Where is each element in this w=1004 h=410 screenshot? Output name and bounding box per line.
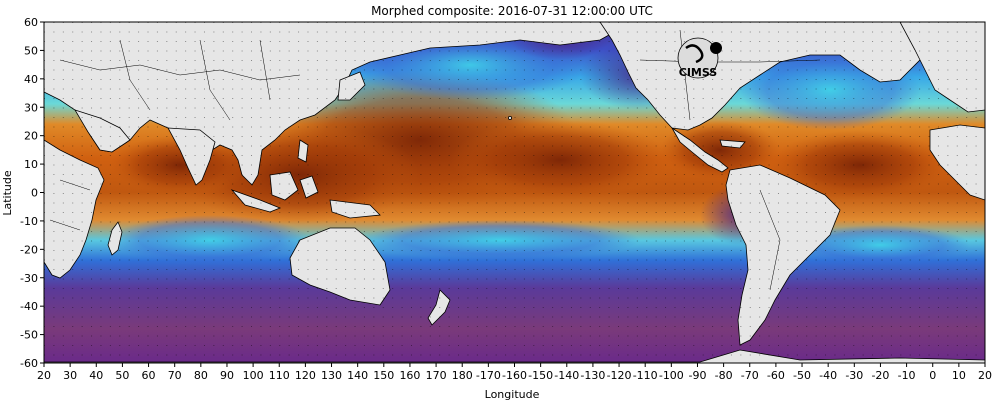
x-tick-label: -100 xyxy=(659,369,684,382)
y-tick-label: -50 xyxy=(20,329,38,342)
logo-satellite-icon xyxy=(710,42,722,54)
logo-swirl-icon xyxy=(685,44,704,64)
x-tick-label: -150 xyxy=(528,369,553,382)
x-tick-label: 160 xyxy=(399,369,420,382)
x-tick-label: 90 xyxy=(220,369,234,382)
x-tick-label: -170 xyxy=(476,369,501,382)
x-tick-label: 70 xyxy=(168,369,182,382)
y-tick-label: 30 xyxy=(24,101,38,114)
y-tick-label: -20 xyxy=(20,243,38,256)
y-tick-label: 0 xyxy=(31,187,38,200)
x-tick-label: -70 xyxy=(741,369,759,382)
x-tick-label: 180 xyxy=(452,369,473,382)
x-tick-label: 110 xyxy=(269,369,290,382)
graticule-dots xyxy=(44,22,985,363)
x-tick-label: 0 xyxy=(929,369,936,382)
x-tick-label: -140 xyxy=(554,369,579,382)
y-tick-label: 50 xyxy=(24,44,38,57)
logo-text: CIMSS xyxy=(679,66,718,79)
x-tick-label: -130 xyxy=(580,369,605,382)
x-tick-label: 20 xyxy=(978,369,992,382)
x-tick-label: -80 xyxy=(715,369,733,382)
x-tick-label: 130 xyxy=(321,369,342,382)
x-tick-label: 100 xyxy=(243,369,264,382)
x-tick-label: -160 xyxy=(502,369,527,382)
x-tick-label: 50 xyxy=(115,369,129,382)
y-tick-label: 10 xyxy=(24,158,38,171)
y-tick-label: 20 xyxy=(24,130,38,143)
x-axis-ticks: 20 30 40 50 60 70 80 90 100 110 120 130 140 150 160 170… xyxy=(37,363,992,382)
x-tick-label: 170 xyxy=(426,369,447,382)
x-tick-label: 120 xyxy=(295,369,316,382)
x-tick-label: -50 xyxy=(793,369,811,382)
y-tick-label: 60 xyxy=(24,16,38,29)
x-tick-label: -90 xyxy=(688,369,706,382)
x-tick-label: 10 xyxy=(952,369,966,382)
x-tick-label: -30 xyxy=(845,369,863,382)
x-tick-label: -10 xyxy=(898,369,916,382)
x-tick-label: 30 xyxy=(63,369,77,382)
x-tick-label: -60 xyxy=(767,369,785,382)
plot-title: Morphed composite: 2016-07-31 12:00:00 U… xyxy=(371,4,653,18)
y-tick-label: -30 xyxy=(20,272,38,285)
x-tick-label: -120 xyxy=(607,369,632,382)
x-tick-label: -40 xyxy=(819,369,837,382)
cimss-logo: CIMSS xyxy=(677,37,722,79)
y-tick-label: 40 xyxy=(24,73,38,86)
x-tick-label: 80 xyxy=(194,369,208,382)
x-tick-label: 60 xyxy=(142,369,156,382)
x-tick-label: -20 xyxy=(871,369,889,382)
x-tick-label: 40 xyxy=(89,369,103,382)
y-axis-ticks: 60 50 40 30 20 10 0 -10 -20 -30 -40 -50 -60 xyxy=(20,16,44,370)
x-tick-label: 140 xyxy=(347,369,368,382)
y-tick-label: -10 xyxy=(20,215,38,228)
y-tick-label: -40 xyxy=(20,300,38,313)
x-tick-label: 150 xyxy=(373,369,394,382)
x-tick-label: -110 xyxy=(633,369,658,382)
map-canvas xyxy=(44,22,985,363)
x-axis-label: Longitude xyxy=(485,388,540,401)
y-axis-label: Latitude xyxy=(1,170,14,216)
y-tick-label: -60 xyxy=(20,357,38,370)
x-tick-label: 20 xyxy=(37,369,51,382)
